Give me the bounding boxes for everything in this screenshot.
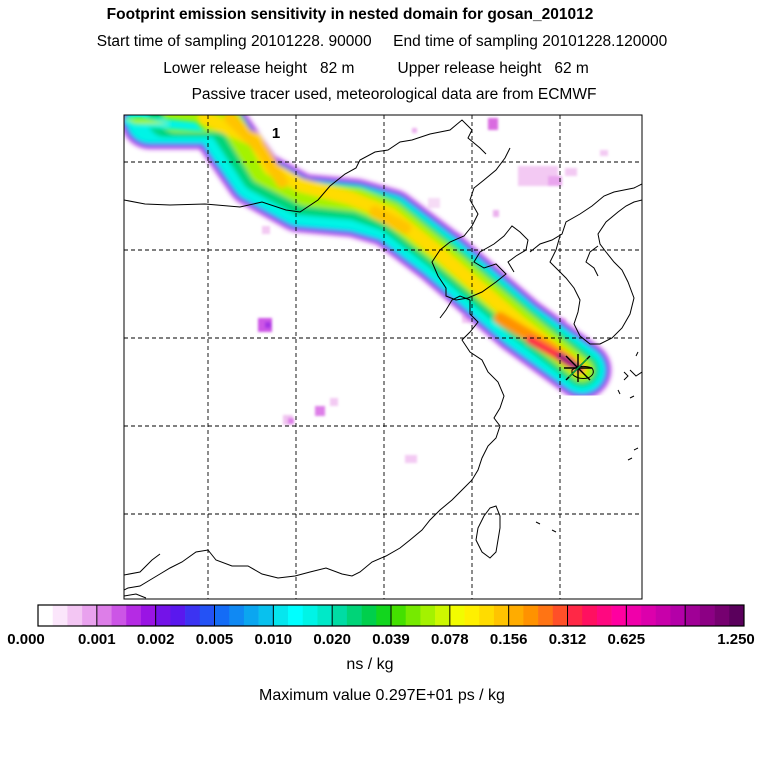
colorbar — [37, 604, 745, 627]
colorbar-tick-label: 0.312 — [548, 631, 587, 648]
colorbar-swatch — [729, 605, 745, 626]
colorbar-swatch — [96, 605, 112, 626]
colorbar-swatch — [361, 605, 377, 626]
tracer-info-line: Passive tracer used, meteorological data… — [191, 86, 597, 103]
colorbar-tick-label: 1.250 — [717, 631, 755, 648]
colorbar-swatch — [82, 605, 98, 626]
emission-sensitivity-plume — [124, 115, 611, 399]
colorbar-swatch — [714, 605, 730, 626]
colorbar-swatch — [170, 605, 186, 626]
colorbar-swatch — [508, 605, 524, 626]
colorbar-swatch — [288, 605, 304, 626]
colorbar-swatch — [346, 605, 362, 626]
colorbar-swatch — [523, 605, 539, 626]
coastlines — [124, 119, 642, 599]
release-height-line: Lower release height 82 m Upper release … — [163, 60, 589, 77]
colorbar-swatch — [464, 605, 480, 626]
colorbar-swatch — [376, 605, 392, 626]
colorbar-swatch — [155, 605, 171, 626]
colorbar-tick-label: 0.000 — [7, 631, 45, 648]
colorbar-swatch — [538, 605, 554, 626]
colorbar-swatch — [582, 605, 598, 626]
colorbar-frame — [37, 604, 745, 627]
colorbar-tick-label: 0.078 — [431, 631, 469, 648]
colorbar-swatch — [596, 605, 612, 626]
colorbar-swatch — [611, 605, 627, 626]
colorbar-swatch — [493, 605, 509, 626]
colorbar-swatch — [626, 605, 642, 626]
colorbar-swatch — [552, 605, 568, 626]
star-cross-icon — [564, 354, 592, 382]
colorbar-swatch — [405, 605, 421, 626]
sampling-time-line: Start time of sampling 20101228. 90000 E… — [96, 33, 668, 50]
colorbar-swatch — [641, 605, 657, 626]
colorbar-swatch — [273, 605, 289, 626]
colorbar-swatch — [685, 605, 701, 626]
colorbar-swatch — [420, 605, 436, 626]
colorbar-swatch — [229, 605, 245, 626]
colorbar-swatch — [449, 605, 465, 626]
plume-label: 1 — [272, 125, 280, 142]
colorbar-tick-label: 0.002 — [136, 631, 175, 648]
maximum-value-line: Maximum value 0.297E+01 ps / kg — [259, 687, 505, 704]
colorbar-swatch — [243, 605, 259, 626]
colorbar-swatch — [140, 605, 156, 626]
colorbar-swatch — [391, 605, 407, 626]
figure-title: Footprint emission sensitivity in nested… — [106, 6, 594, 23]
colorbar-tick-label: 0.020 — [313, 631, 351, 648]
colorbar-tick-label: 0.001 — [78, 631, 116, 648]
colorbar-swatch — [479, 605, 495, 626]
colorbar-swatch — [699, 605, 715, 626]
colorbar-swatch — [214, 605, 230, 626]
colorbar-swatch — [38, 605, 54, 626]
colorbar-units: ns / kg — [346, 656, 394, 673]
colorbar-swatch — [258, 605, 274, 626]
colorbar-tick-label: 0.039 — [372, 631, 410, 648]
colorbar-swatch — [111, 605, 127, 626]
colorbar-swatch — [435, 605, 451, 626]
colorbar-tick-label: 0.625 — [607, 631, 646, 648]
colorbar-tick-label: 0.156 — [489, 631, 528, 648]
colorbar-swatch — [567, 605, 583, 626]
colorbar-swatch — [52, 605, 68, 626]
colorbar-swatch — [199, 605, 215, 626]
colorbar-swatch — [670, 605, 686, 626]
colorbar-swatch — [317, 605, 333, 626]
plume-northwest-branch — [124, 118, 205, 132]
colorbar-swatch — [185, 605, 201, 626]
colorbar-swatch — [126, 605, 142, 626]
colorbar-swatch — [332, 605, 348, 626]
colorbar-tick-label: 0.005 — [195, 631, 234, 648]
sensitivity-blobs — [258, 118, 608, 463]
colorbar-tick-label: 0.010 — [254, 631, 293, 648]
map-frame — [123, 114, 643, 600]
colorbar-swatch — [302, 605, 318, 626]
colorbar-swatch — [67, 605, 83, 626]
colorbar-swatch — [655, 605, 671, 626]
lat-lon-grid — [124, 115, 642, 599]
